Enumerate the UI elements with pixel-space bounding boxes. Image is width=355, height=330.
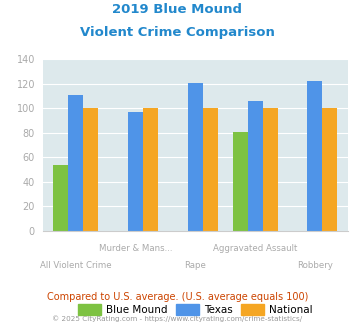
Text: All Violent Crime: All Violent Crime	[40, 261, 111, 270]
Text: Aggravated Assault: Aggravated Assault	[213, 244, 297, 253]
Text: Murder & Mans...: Murder & Mans...	[99, 244, 172, 253]
Text: 2019 Blue Mound: 2019 Blue Mound	[113, 3, 242, 16]
Legend: Blue Mound, Texas, National: Blue Mound, Texas, National	[73, 300, 317, 319]
Bar	[188, 83, 203, 231]
Text: © 2025 CityRating.com - https://www.cityrating.com/crime-statistics/: © 2025 CityRating.com - https://www.city…	[53, 315, 302, 322]
Text: Violent Crime Comparison: Violent Crime Comparison	[80, 26, 275, 39]
Bar	[322, 109, 337, 231]
Text: Robbery: Robbery	[297, 261, 333, 270]
Bar	[83, 109, 98, 231]
Bar	[68, 95, 83, 231]
Text: Compared to U.S. average. (U.S. average equals 100): Compared to U.S. average. (U.S. average …	[47, 292, 308, 302]
Bar	[263, 109, 278, 231]
Bar	[143, 109, 158, 231]
Bar	[128, 112, 143, 231]
Text: Rape: Rape	[184, 261, 206, 270]
Bar	[307, 82, 322, 231]
Bar	[248, 101, 263, 231]
Bar	[53, 165, 68, 231]
Bar	[233, 132, 248, 231]
Bar	[203, 109, 218, 231]
